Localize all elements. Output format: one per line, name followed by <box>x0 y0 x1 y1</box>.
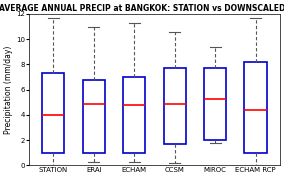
PathPatch shape <box>245 62 267 153</box>
PathPatch shape <box>42 73 64 153</box>
Title: AVERAGE ANNUAL PRECIP at BANGKOK: STATION vs DOWNSCALED DATA: AVERAGE ANNUAL PRECIP at BANGKOK: STATIO… <box>0 4 284 13</box>
PathPatch shape <box>83 80 105 153</box>
PathPatch shape <box>164 68 186 144</box>
PathPatch shape <box>204 68 226 140</box>
PathPatch shape <box>123 77 145 153</box>
Y-axis label: Precipitation (mm/day): Precipitation (mm/day) <box>4 45 13 134</box>
